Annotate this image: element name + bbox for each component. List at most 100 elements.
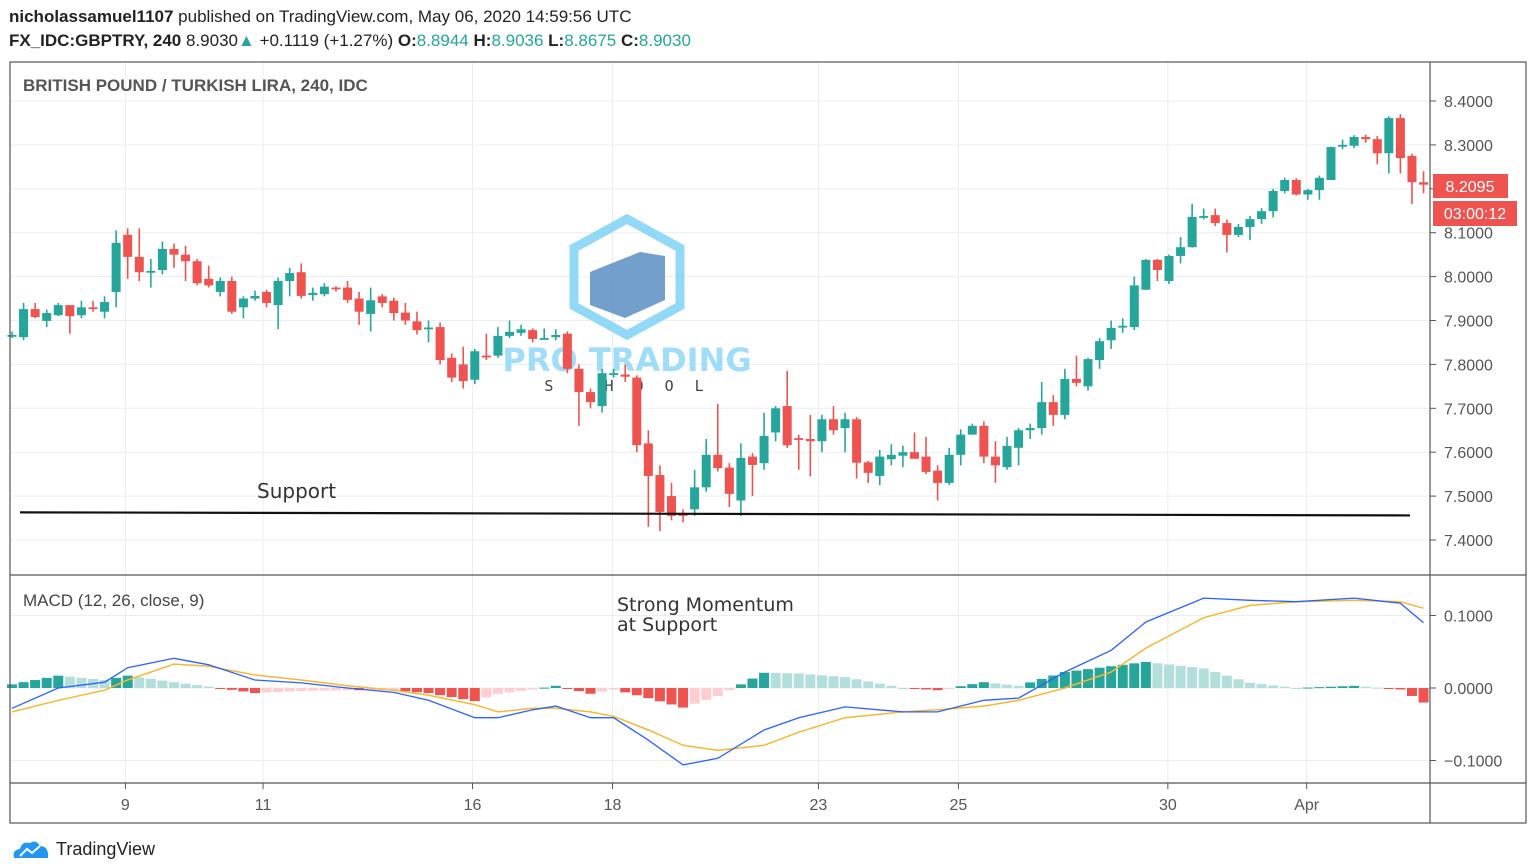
candle-body [123, 234, 133, 257]
candle [1152, 259, 1162, 281]
candle [204, 265, 214, 288]
histogram-bar [666, 688, 677, 705]
candle [377, 294, 387, 308]
candle-body [736, 457, 746, 501]
candle [42, 309, 52, 328]
histogram-bar [573, 688, 584, 692]
histogram-bar [1175, 665, 1186, 688]
candle-body [1303, 190, 1313, 195]
candle-body [389, 300, 399, 314]
building-icon [590, 252, 665, 318]
price-tick-label: 7.6000 [1444, 445, 1493, 462]
histogram-bar [1013, 685, 1024, 688]
histogram-bar [226, 688, 237, 690]
candle [609, 368, 619, 378]
main-pane-title: BRITISH POUND / TURKISH LIRA, 240, IDC [23, 76, 368, 95]
histogram-bar [1129, 663, 1140, 688]
candle-body [794, 438, 804, 440]
candle [1037, 381, 1047, 435]
histogram-bar [712, 688, 723, 696]
histogram-bar [990, 683, 1001, 688]
support-line[interactable] [19, 511, 1411, 517]
candle [424, 320, 434, 343]
histogram-bar [330, 688, 341, 691]
candle-body [562, 333, 572, 369]
candle-body [539, 338, 549, 340]
candle [331, 286, 341, 292]
candle [909, 432, 919, 459]
histogram-bar [1198, 668, 1209, 688]
candle-body [435, 327, 445, 361]
candle-body [157, 248, 167, 271]
histogram-bar [932, 688, 943, 691]
time-tick-label: 18 [604, 797, 622, 814]
momentum-annotation-2: at Support [617, 614, 717, 636]
candle [354, 291, 364, 325]
candle [690, 469, 700, 516]
histogram-bar [1337, 686, 1348, 688]
candle [169, 243, 179, 268]
candle [933, 465, 943, 501]
histogram-bar [180, 683, 191, 688]
candle-body [990, 456, 1000, 466]
axes: 8.4000 8.3000 8.1000 8.0000 7.9000 7.8000 7.70… [121, 94, 1502, 814]
candle [215, 277, 225, 297]
candle [111, 230, 121, 308]
histogram-bar [1406, 688, 1417, 696]
candle [53, 302, 63, 317]
histogram-bar [307, 688, 318, 691]
candle-body [1268, 190, 1278, 212]
candle [736, 443, 746, 516]
candle [990, 441, 1000, 483]
candle-body [701, 454, 711, 488]
high-label: H: [473, 31, 492, 50]
candle-body [944, 454, 954, 483]
candle [1291, 178, 1301, 196]
histogram-bar [793, 673, 804, 688]
candle [1268, 188, 1278, 218]
price-tick-label: 7.8000 [1444, 357, 1493, 374]
candle-body [65, 305, 75, 317]
countdown-label: 03:00:12 [1444, 206, 1506, 223]
histogram-bar [1210, 672, 1221, 688]
histogram-bar [261, 688, 272, 693]
histogram-bar [7, 684, 17, 688]
candle-body [493, 335, 503, 356]
histogram-bar [1244, 682, 1255, 688]
candle-body [146, 270, 156, 273]
histogram-bar [1106, 666, 1117, 688]
histogram-bar [689, 688, 700, 704]
candle [1164, 254, 1174, 285]
candle [389, 297, 399, 321]
macd-histogram [7, 661, 1429, 708]
candle [296, 263, 306, 299]
histogram-bar [805, 674, 816, 688]
histogram-bar [1360, 686, 1371, 688]
candle-body [1257, 211, 1267, 220]
candle [713, 403, 723, 472]
histogram-bar [643, 688, 654, 699]
candle-body [204, 278, 214, 286]
candle [967, 423, 977, 435]
candle [1407, 153, 1417, 205]
low-label: L: [548, 31, 565, 50]
candle [412, 311, 422, 335]
author[interactable]: nicholassamuel1107 [9, 7, 174, 26]
candle-body [1048, 402, 1058, 415]
candle-body [840, 419, 850, 429]
histogram-bar [654, 688, 665, 702]
open-value: 8.8944 [416, 31, 469, 50]
histogram-bar [1302, 687, 1313, 689]
histogram-bar [770, 673, 781, 688]
candle-body [400, 312, 410, 321]
histogram-bar [64, 676, 75, 688]
histogram-bar [1164, 664, 1174, 688]
footer-brand[interactable]: TradingView [56, 838, 156, 859]
histogram-bar [735, 684, 746, 688]
candle [88, 300, 98, 312]
candle-body [1002, 446, 1012, 468]
candle-body [574, 368, 584, 393]
candle [458, 346, 468, 389]
macd-tick-label: 0.0000 [1444, 681, 1493, 698]
